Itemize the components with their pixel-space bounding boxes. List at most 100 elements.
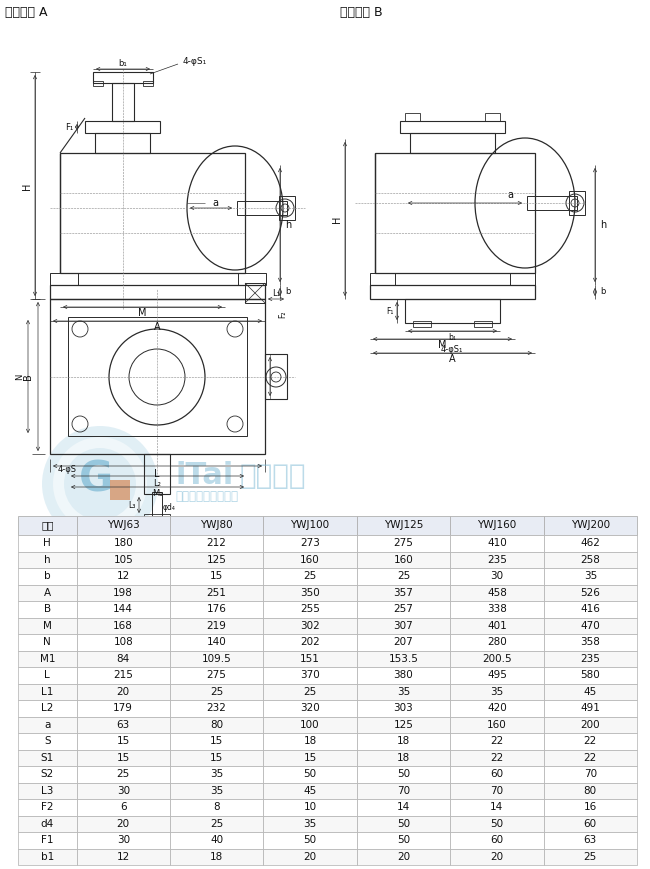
Text: 45: 45 [584, 687, 597, 697]
Text: 200: 200 [580, 720, 600, 730]
Text: 35: 35 [490, 687, 504, 697]
Text: 装配形式 A: 装配形式 A [5, 5, 47, 18]
Text: 50: 50 [397, 835, 410, 846]
Bar [18, 651, 77, 667]
Text: 12: 12 [116, 852, 130, 862]
Bar [18, 733, 77, 749]
Bar [77, 766, 170, 782]
Text: M: M [138, 308, 146, 318]
Bar [263, 684, 357, 700]
Text: 338: 338 [487, 604, 507, 614]
Text: 160: 160 [487, 720, 507, 730]
Text: 357: 357 [393, 587, 413, 598]
Text: 302: 302 [300, 620, 320, 631]
Bar [450, 684, 543, 700]
Text: 30: 30 [116, 786, 130, 796]
Text: 160: 160 [300, 554, 320, 565]
Bar [410, 133, 495, 153]
Text: 12: 12 [116, 571, 130, 581]
Text: M₁: M₁ [151, 489, 162, 499]
Text: 60: 60 [490, 769, 504, 779]
Bar [170, 799, 263, 815]
Bar [18, 535, 77, 552]
Bar [152, 492, 162, 516]
Bar [450, 799, 543, 815]
Bar [18, 700, 77, 717]
Text: 84: 84 [116, 653, 130, 664]
Text: B: B [23, 374, 33, 381]
Text: B: B [44, 604, 51, 614]
Bar [77, 815, 170, 832]
Bar [50, 273, 78, 285]
Bar [543, 618, 637, 634]
Bar [77, 733, 170, 749]
Text: d4: d4 [41, 819, 54, 829]
Bar [170, 618, 263, 634]
Bar [144, 454, 170, 494]
Bar [143, 81, 153, 86]
Bar [18, 799, 77, 815]
Bar [357, 667, 450, 684]
Text: YWJ100: YWJ100 [291, 521, 330, 530]
Bar [357, 700, 450, 717]
Bar [569, 191, 585, 215]
Bar [357, 799, 450, 815]
Bar [18, 634, 77, 651]
Text: 160: 160 [394, 554, 413, 565]
Text: L3: L3 [41, 786, 53, 796]
Text: 25: 25 [304, 571, 317, 581]
Bar [543, 848, 637, 865]
Text: 168: 168 [113, 620, 133, 631]
Text: 273: 273 [300, 538, 320, 548]
Bar [543, 700, 637, 717]
Bar [450, 585, 543, 601]
Text: 25: 25 [210, 687, 223, 697]
Bar [18, 516, 77, 535]
Bar [170, 634, 263, 651]
Text: L₂: L₂ [153, 480, 161, 488]
Text: 启泰机械: 启泰机械 [240, 462, 307, 490]
Bar [543, 535, 637, 552]
Text: b: b [44, 571, 51, 581]
Bar [357, 585, 450, 601]
Text: 18: 18 [304, 736, 317, 746]
Bar [77, 848, 170, 865]
Bar [450, 601, 543, 618]
Text: F₁: F₁ [386, 307, 394, 315]
Text: 307: 307 [394, 620, 413, 631]
Text: 255: 255 [300, 604, 320, 614]
Text: 60: 60 [584, 819, 597, 829]
Bar [450, 568, 543, 585]
Text: L: L [44, 670, 50, 680]
Text: 25: 25 [584, 852, 597, 862]
Bar [450, 782, 543, 799]
Bar [170, 700, 263, 717]
Text: b₁: b₁ [448, 333, 456, 342]
Bar [263, 700, 357, 717]
Bar [18, 848, 77, 865]
Text: N: N [16, 374, 25, 381]
Bar [357, 832, 450, 848]
Bar [18, 568, 77, 585]
Text: 45: 45 [304, 786, 317, 796]
Bar [370, 273, 395, 285]
Text: 207: 207 [394, 637, 413, 647]
Text: 179: 179 [113, 703, 133, 713]
Text: 15: 15 [304, 753, 317, 763]
Text: YWJ63: YWJ63 [107, 521, 140, 530]
Bar [263, 552, 357, 568]
Bar [77, 535, 170, 552]
Text: F₂: F₂ [278, 310, 287, 318]
Bar [405, 299, 500, 323]
Text: 358: 358 [580, 637, 600, 647]
Bar [357, 782, 450, 799]
Text: 526: 526 [580, 587, 600, 598]
Text: 15: 15 [116, 736, 130, 746]
Text: L₃: L₃ [128, 501, 136, 509]
Bar [543, 717, 637, 733]
Text: 中国减速机制造专家: 中国减速机制造专家 [175, 490, 238, 503]
Text: M1: M1 [40, 653, 55, 664]
Bar [357, 634, 450, 651]
Text: 235: 235 [487, 554, 507, 565]
Bar [543, 634, 637, 651]
